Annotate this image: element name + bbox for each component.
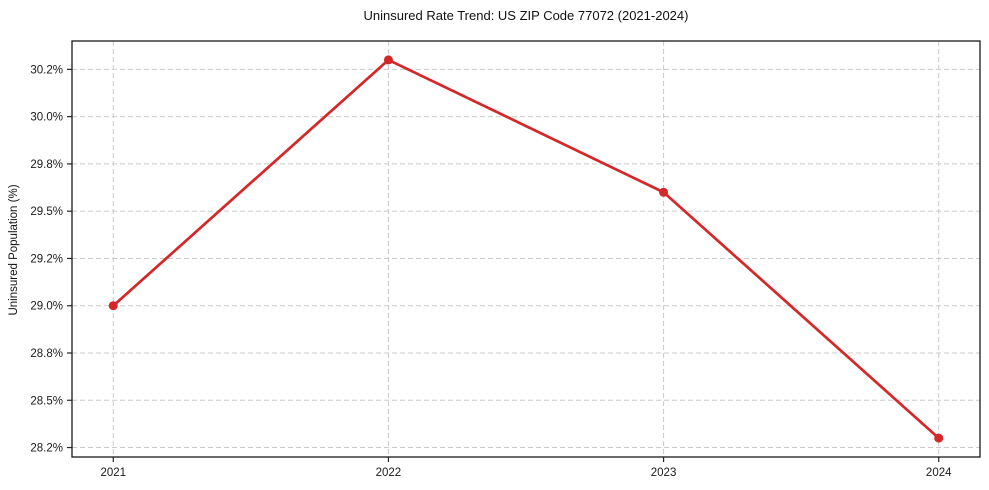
x-tick-label: 2024 xyxy=(926,467,952,479)
plot-frame xyxy=(71,40,981,458)
y-tick-label: 29.5% xyxy=(30,206,63,218)
x-tick-label: 2023 xyxy=(651,467,677,479)
data-point-marker xyxy=(108,301,118,311)
y-tick-label: 30.0% xyxy=(30,112,63,124)
y-tick-label: 29.8% xyxy=(30,159,63,171)
x-tick-label: 2022 xyxy=(376,467,402,479)
data-point-marker xyxy=(934,433,944,443)
data-point-marker xyxy=(659,187,669,197)
y-tick-label: 29.0% xyxy=(30,301,63,313)
y-tick-label: 28.2% xyxy=(30,443,63,455)
y-tick-label: 28.5% xyxy=(30,395,63,407)
chart-title: Uninsured Rate Trend: US ZIP Code 77072 … xyxy=(363,8,689,23)
x-tick-label: 2021 xyxy=(100,467,126,479)
y-tick-label: 30.2% xyxy=(30,64,63,76)
data-point-marker xyxy=(383,55,393,65)
y-tick-label: 29.2% xyxy=(30,253,63,265)
trend-line xyxy=(111,58,941,440)
y-tick-label: 28.8% xyxy=(30,348,63,360)
